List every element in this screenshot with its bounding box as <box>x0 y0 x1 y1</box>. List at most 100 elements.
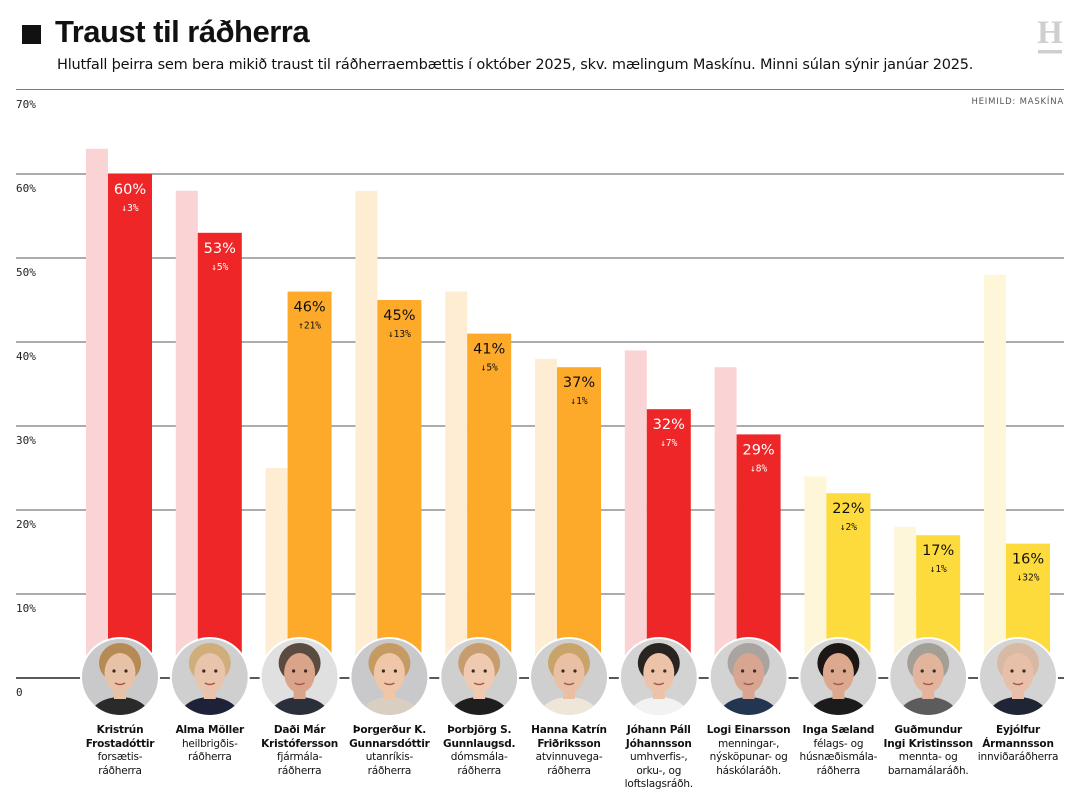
avatar-mouth <box>563 682 575 686</box>
avatar <box>529 637 609 717</box>
minister-name: Þorbjörg S. Gunnlaugsd. <box>443 724 516 750</box>
minister-name: Alma Möller <box>175 724 245 736</box>
change-label: ↑21% <box>298 321 321 332</box>
minister-name: Jóhann Páll Jóhannsson <box>625 724 692 750</box>
data-label: 53% <box>204 241 236 257</box>
avatar-face <box>373 653 405 693</box>
minister-name: Kristrún Frostadóttir <box>85 724 155 750</box>
minister-role: umhverfis-, orku-, og loftslagsráðh. <box>624 751 693 790</box>
bar-january <box>175 190 198 679</box>
change-label: ↓32% <box>1017 573 1040 584</box>
avatar-clothing <box>898 697 959 715</box>
logo-letter: H <box>1037 16 1063 51</box>
avatar <box>708 637 789 717</box>
avatar-eye <box>483 669 487 673</box>
avatar-face <box>733 653 765 693</box>
avatar-mouth <box>204 682 216 686</box>
data-label: 29% <box>742 442 774 458</box>
y-axis-ticks: 0 10% 20% 30% 40% 50% 60% 70% <box>16 98 36 699</box>
avatar-clothing <box>808 697 869 715</box>
avatar-face <box>104 653 136 693</box>
avatar-eye <box>920 669 924 673</box>
avatar-photo <box>171 639 248 715</box>
y-tick-label: 30% <box>16 434 36 447</box>
avatar-mouth <box>653 682 665 686</box>
y-tick-label: 50% <box>16 266 36 279</box>
avatar <box>80 637 160 717</box>
bar-january <box>86 148 108 679</box>
minister-label: Þorgerður K. Gunnarsdóttir utanríkis- ráð… <box>339 724 439 778</box>
change-label: ↓5% <box>211 262 228 273</box>
y-tick-label: 20% <box>16 518 36 531</box>
bar-january <box>984 274 1006 678</box>
avatar-clothing <box>988 697 1048 715</box>
minister-label: Jóhann Páll Jóhannsson umhverfis-, orku-,… <box>609 724 709 792</box>
avatar-clothing <box>269 697 330 715</box>
avatar-eye <box>741 669 745 673</box>
data-label: 60% <box>114 182 146 198</box>
avatar <box>798 637 879 717</box>
avatar-eye <box>393 669 397 673</box>
minister-role: mennta- og barnamálaráðh. <box>887 751 969 777</box>
avatar-mouth <box>473 682 485 686</box>
bar-october <box>467 333 512 678</box>
avatar-eye <box>112 669 116 673</box>
avatar-eye <box>124 669 128 673</box>
avatar-photo <box>441 639 518 715</box>
minister-label: Logi Einarsson menningar-, nýsköpunar- og… <box>699 724 799 778</box>
minister-label: Kristrún Frostadóttir forsætis- ráðherra <box>70 724 170 778</box>
bar-january <box>535 358 557 678</box>
avatar-photo <box>82 639 158 715</box>
data-labels: 60% ↓3% 53% ↓5% 46% ↑21% 45% ↓13% 41% ↓5% 37% ↓1% 32… <box>114 182 1044 584</box>
minister-name: Guðmundur Ingi Kristinsson <box>883 724 973 750</box>
avatar-face <box>463 653 495 693</box>
logo-underline <box>1038 50 1062 54</box>
avatar-photo <box>531 639 607 715</box>
title-square-icon <box>22 25 41 44</box>
source-label: HEIMILD: MASKÍNA <box>971 97 1064 107</box>
avatar <box>259 637 340 717</box>
avatar <box>888 637 969 717</box>
change-label: ↓13% <box>388 329 411 340</box>
minister-name: Inga Sæland <box>802 724 875 736</box>
minister-role: atvinnuvega- ráðherra <box>535 751 603 777</box>
avatar-eye <box>842 669 847 673</box>
avatar-face <box>194 653 226 693</box>
bar-october <box>108 174 152 678</box>
minister-name: Eyjólfur Ármannsson <box>982 724 1054 750</box>
minister-label: Daði Már Kristófersson fjármála- ráðherra <box>250 724 350 778</box>
bars <box>86 148 1050 679</box>
avatar-photo <box>710 639 787 715</box>
minister-role: dómsmála- ráðherra <box>450 751 508 777</box>
change-label: ↓1% <box>930 564 947 575</box>
y-tick-label: 40% <box>16 350 36 363</box>
minister-role: heilbrigðis- ráðherra <box>181 737 238 764</box>
minister-role: menningar-, nýsköpunar- og háskólaráðh. <box>709 737 788 777</box>
avatar-face <box>912 653 944 693</box>
minister-role: innviðaráðherra <box>977 751 1059 763</box>
avatar-eye <box>381 669 385 673</box>
bar-january <box>804 476 827 678</box>
avatar-mouth <box>114 682 126 686</box>
bar-october <box>646 409 691 678</box>
avatar-eye <box>830 669 835 673</box>
minister-role: utanríkis- ráðherra <box>365 751 414 777</box>
bar-october <box>377 300 422 678</box>
data-label: 32% <box>653 417 685 433</box>
avatar <box>618 637 699 717</box>
avatar <box>978 637 1058 717</box>
bar-january <box>894 526 917 678</box>
header-divider <box>16 89 1064 90</box>
data-label: 45% <box>383 308 415 324</box>
minister-label: Alma Möller heilbrigðis- ráðherra <box>160 724 260 765</box>
avatar <box>349 637 430 717</box>
avatar-clothing <box>539 697 599 715</box>
avatar-photo <box>620 639 697 715</box>
avatar-mouth <box>1012 682 1024 686</box>
avatar-face <box>1002 653 1034 693</box>
chart-subtitle: Hlutfall þeirra sem bera mikið traust ti… <box>57 57 974 73</box>
change-label: ↓2% <box>840 522 857 533</box>
data-label: 37% <box>563 375 595 391</box>
avatar-mouth <box>833 682 844 686</box>
